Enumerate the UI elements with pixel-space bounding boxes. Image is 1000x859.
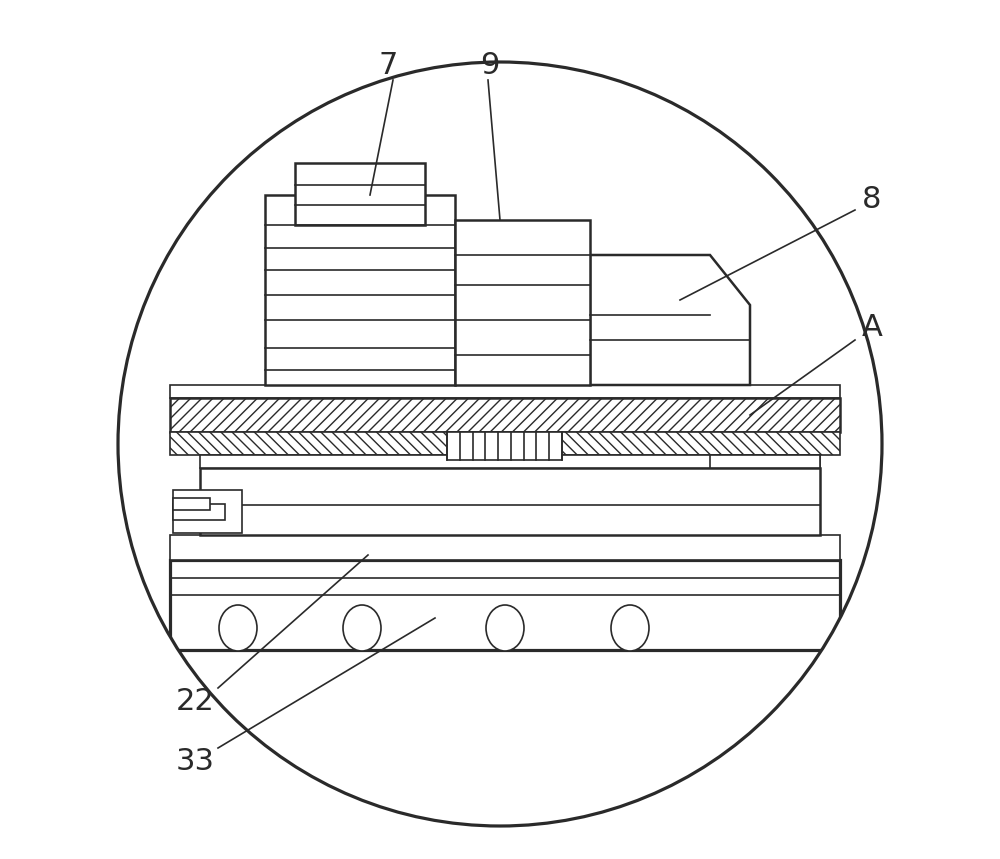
- Text: 22: 22: [176, 687, 214, 716]
- Bar: [200, 455, 820, 468]
- Bar: [200, 468, 820, 535]
- Bar: [710, 455, 820, 468]
- Bar: [447, 432, 562, 460]
- Ellipse shape: [219, 605, 257, 651]
- Bar: [170, 535, 840, 560]
- Bar: [173, 498, 210, 510]
- Bar: [265, 195, 455, 385]
- Bar: [170, 432, 840, 455]
- Bar: [170, 560, 840, 650]
- Bar: [295, 163, 425, 225]
- Text: 33: 33: [176, 747, 214, 777]
- Bar: [455, 220, 590, 385]
- Text: A: A: [862, 314, 882, 343]
- Text: 7: 7: [378, 51, 398, 80]
- Text: 8: 8: [862, 186, 882, 215]
- Ellipse shape: [486, 605, 524, 651]
- Bar: [173, 504, 225, 520]
- Ellipse shape: [343, 605, 381, 651]
- Text: 9: 9: [480, 51, 500, 80]
- Bar: [170, 385, 840, 398]
- Bar: [170, 398, 840, 432]
- Ellipse shape: [611, 605, 649, 651]
- Bar: [173, 490, 242, 533]
- Polygon shape: [590, 255, 750, 385]
- Circle shape: [118, 62, 882, 826]
